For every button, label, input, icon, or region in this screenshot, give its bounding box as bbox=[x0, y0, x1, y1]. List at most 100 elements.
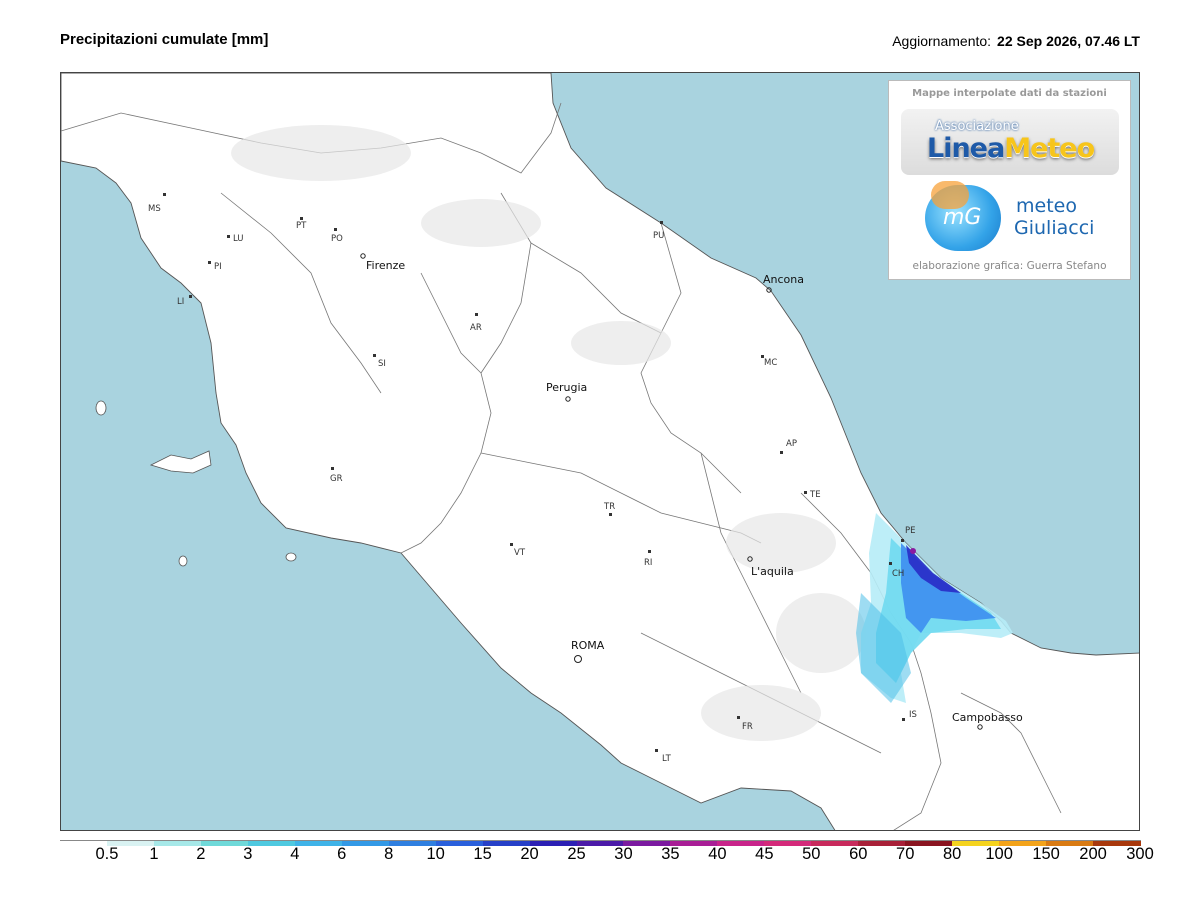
legend-swatch bbox=[905, 840, 954, 846]
legend-swatch bbox=[952, 840, 1001, 846]
linea-meteo-wordmark-linea: Linea bbox=[927, 133, 1005, 164]
island-giannutri bbox=[285, 552, 297, 562]
city-perugia: Perugia bbox=[546, 381, 587, 394]
prov-LT: LT bbox=[662, 754, 672, 764]
prov-PE: PE bbox=[905, 526, 916, 536]
prov-PO: PO bbox=[331, 234, 343, 244]
legend-label: 8 bbox=[384, 845, 394, 863]
legend-swatch bbox=[670, 840, 719, 846]
legend-label: 50 bbox=[802, 845, 821, 863]
prov-MS: MS bbox=[148, 204, 161, 214]
linea-meteo-wordmark-meteo: Meteo bbox=[1004, 133, 1095, 164]
island-elba bbox=[149, 450, 212, 474]
graphics-credit: elaborazione grafica: Guerra Stefano bbox=[912, 260, 1107, 272]
legend-swatch bbox=[811, 840, 860, 846]
city-campobasso: Campobasso bbox=[952, 711, 1023, 724]
prov-AP: AP bbox=[786, 439, 797, 449]
legend-swatch bbox=[200, 840, 249, 846]
prov-LU: LU bbox=[233, 234, 244, 244]
legend-swatch bbox=[717, 840, 766, 846]
legend-swatch bbox=[999, 840, 1048, 846]
linea-meteo-wordmark: LineaMeteo bbox=[927, 133, 1095, 164]
prov-PU: PU bbox=[653, 231, 664, 241]
meteo-giuliacci-cloud-icon[interactable]: mG bbox=[925, 181, 1001, 251]
city-roma: ROMA bbox=[571, 639, 605, 652]
legend-label: 2 bbox=[196, 845, 206, 863]
prov-FR: FR bbox=[742, 722, 753, 732]
linea-meteo-logo[interactable]: Associazione LineaMeteo bbox=[901, 109, 1119, 175]
map-title: Precipitazioni cumulate [mm] bbox=[60, 31, 269, 48]
prov-CH: CH bbox=[892, 569, 904, 579]
legend-label: 3 bbox=[243, 845, 253, 863]
legend-swatch bbox=[60, 840, 108, 846]
prov-TR: TR bbox=[603, 502, 615, 512]
legend-label: 30 bbox=[614, 845, 633, 863]
mg-letters: mG bbox=[943, 205, 982, 230]
province-markers: MS LU PT PO PI LI AR SI GR PU MC AP TE P… bbox=[148, 193, 917, 764]
map-canvas: MS LU PT PO PI LI AR SI GR PU MC AP TE P… bbox=[61, 73, 1139, 830]
prov-RI: RI bbox=[644, 558, 652, 568]
legend-swatch bbox=[482, 840, 531, 846]
prov-VT: VT bbox=[514, 548, 526, 558]
legend-label: 20 bbox=[520, 845, 539, 863]
prov-MC: MC bbox=[764, 358, 777, 368]
legend-label: 0.5 bbox=[95, 845, 119, 863]
island-capraia bbox=[95, 400, 107, 416]
legend-label: 80 bbox=[942, 845, 962, 863]
legend-label: 200 bbox=[1079, 845, 1107, 863]
prov-SI: SI bbox=[378, 359, 386, 369]
legend-label: 100 bbox=[985, 845, 1013, 863]
legend-swatch bbox=[764, 840, 813, 846]
legend-label: 40 bbox=[708, 845, 727, 863]
legend-swatch bbox=[576, 840, 625, 846]
city-firenze: Firenze bbox=[366, 259, 405, 272]
city-markers: Firenze Perugia Ancona L'aquila ROMA Cam… bbox=[360, 253, 1023, 730]
prov-PI: PI bbox=[214, 262, 222, 272]
meteo-giuliacci-word1: meteo bbox=[1016, 195, 1077, 217]
legend-swatch bbox=[623, 840, 672, 846]
legend-label: 10 bbox=[426, 845, 445, 863]
legend-swatch bbox=[294, 840, 343, 846]
legend-label: 35 bbox=[661, 845, 680, 863]
prov-AR: AR bbox=[470, 323, 482, 333]
credits-logo-panel: Mappe interpolate dati da stazioni Assoc… bbox=[888, 80, 1131, 280]
legend-swatch bbox=[858, 840, 907, 846]
legend-label: 25 bbox=[567, 845, 586, 863]
logo-caption: Mappe interpolate dati da stazioni bbox=[912, 88, 1107, 99]
meteo-giuliacci-word2: Giuliacci bbox=[1014, 217, 1095, 239]
island-giglio bbox=[178, 555, 188, 567]
legend-swatch bbox=[247, 840, 296, 846]
legend-label: 70 bbox=[896, 845, 915, 863]
legend-label: 150 bbox=[1032, 845, 1060, 863]
update-value: 22 Sep 2026, 07.46 LT bbox=[997, 33, 1140, 49]
legend-label: 300 bbox=[1126, 845, 1154, 863]
legend-label: 45 bbox=[755, 845, 774, 863]
legend-swatch bbox=[435, 840, 484, 846]
precipitation-field bbox=[856, 513, 1013, 703]
prov-TE: TE bbox=[809, 490, 821, 500]
terrain-shading bbox=[231, 125, 866, 741]
city-laquila: L'aquila bbox=[751, 565, 794, 578]
legend-label: 4 bbox=[290, 845, 300, 863]
legend-label: 15 bbox=[473, 845, 492, 863]
legend-swatch bbox=[153, 840, 202, 846]
precipitation-legend: 0.5 1 2 3 4 6 8 10 15 20 25 30 35 40 45 50 60 70 80 100 150 2… bbox=[60, 840, 1154, 880]
region-borders bbox=[61, 102, 1062, 830]
city-ancona: Ancona bbox=[763, 273, 804, 286]
update-timestamp: Aggiornamento: 22 Sep 2026, 07.46 LT bbox=[892, 33, 1140, 49]
legend-label: 1 bbox=[149, 845, 159, 863]
legend-swatch bbox=[106, 840, 155, 846]
prov-PT: PT bbox=[296, 221, 307, 231]
prov-IS: IS bbox=[909, 710, 917, 720]
update-label: Aggiornamento: bbox=[892, 33, 992, 49]
legend-swatch bbox=[1093, 840, 1141, 846]
prov-LI: LI bbox=[177, 297, 184, 307]
legend-label: 60 bbox=[849, 845, 868, 863]
legend-swatch bbox=[1046, 840, 1095, 846]
legend-swatch bbox=[529, 840, 578, 846]
legend-swatch bbox=[388, 840, 437, 846]
legend-label: 6 bbox=[337, 845, 347, 863]
legend-swatch bbox=[341, 840, 390, 846]
prov-GR: GR bbox=[330, 474, 343, 484]
linea-meteo-subtitle: Associazione bbox=[935, 119, 1019, 134]
